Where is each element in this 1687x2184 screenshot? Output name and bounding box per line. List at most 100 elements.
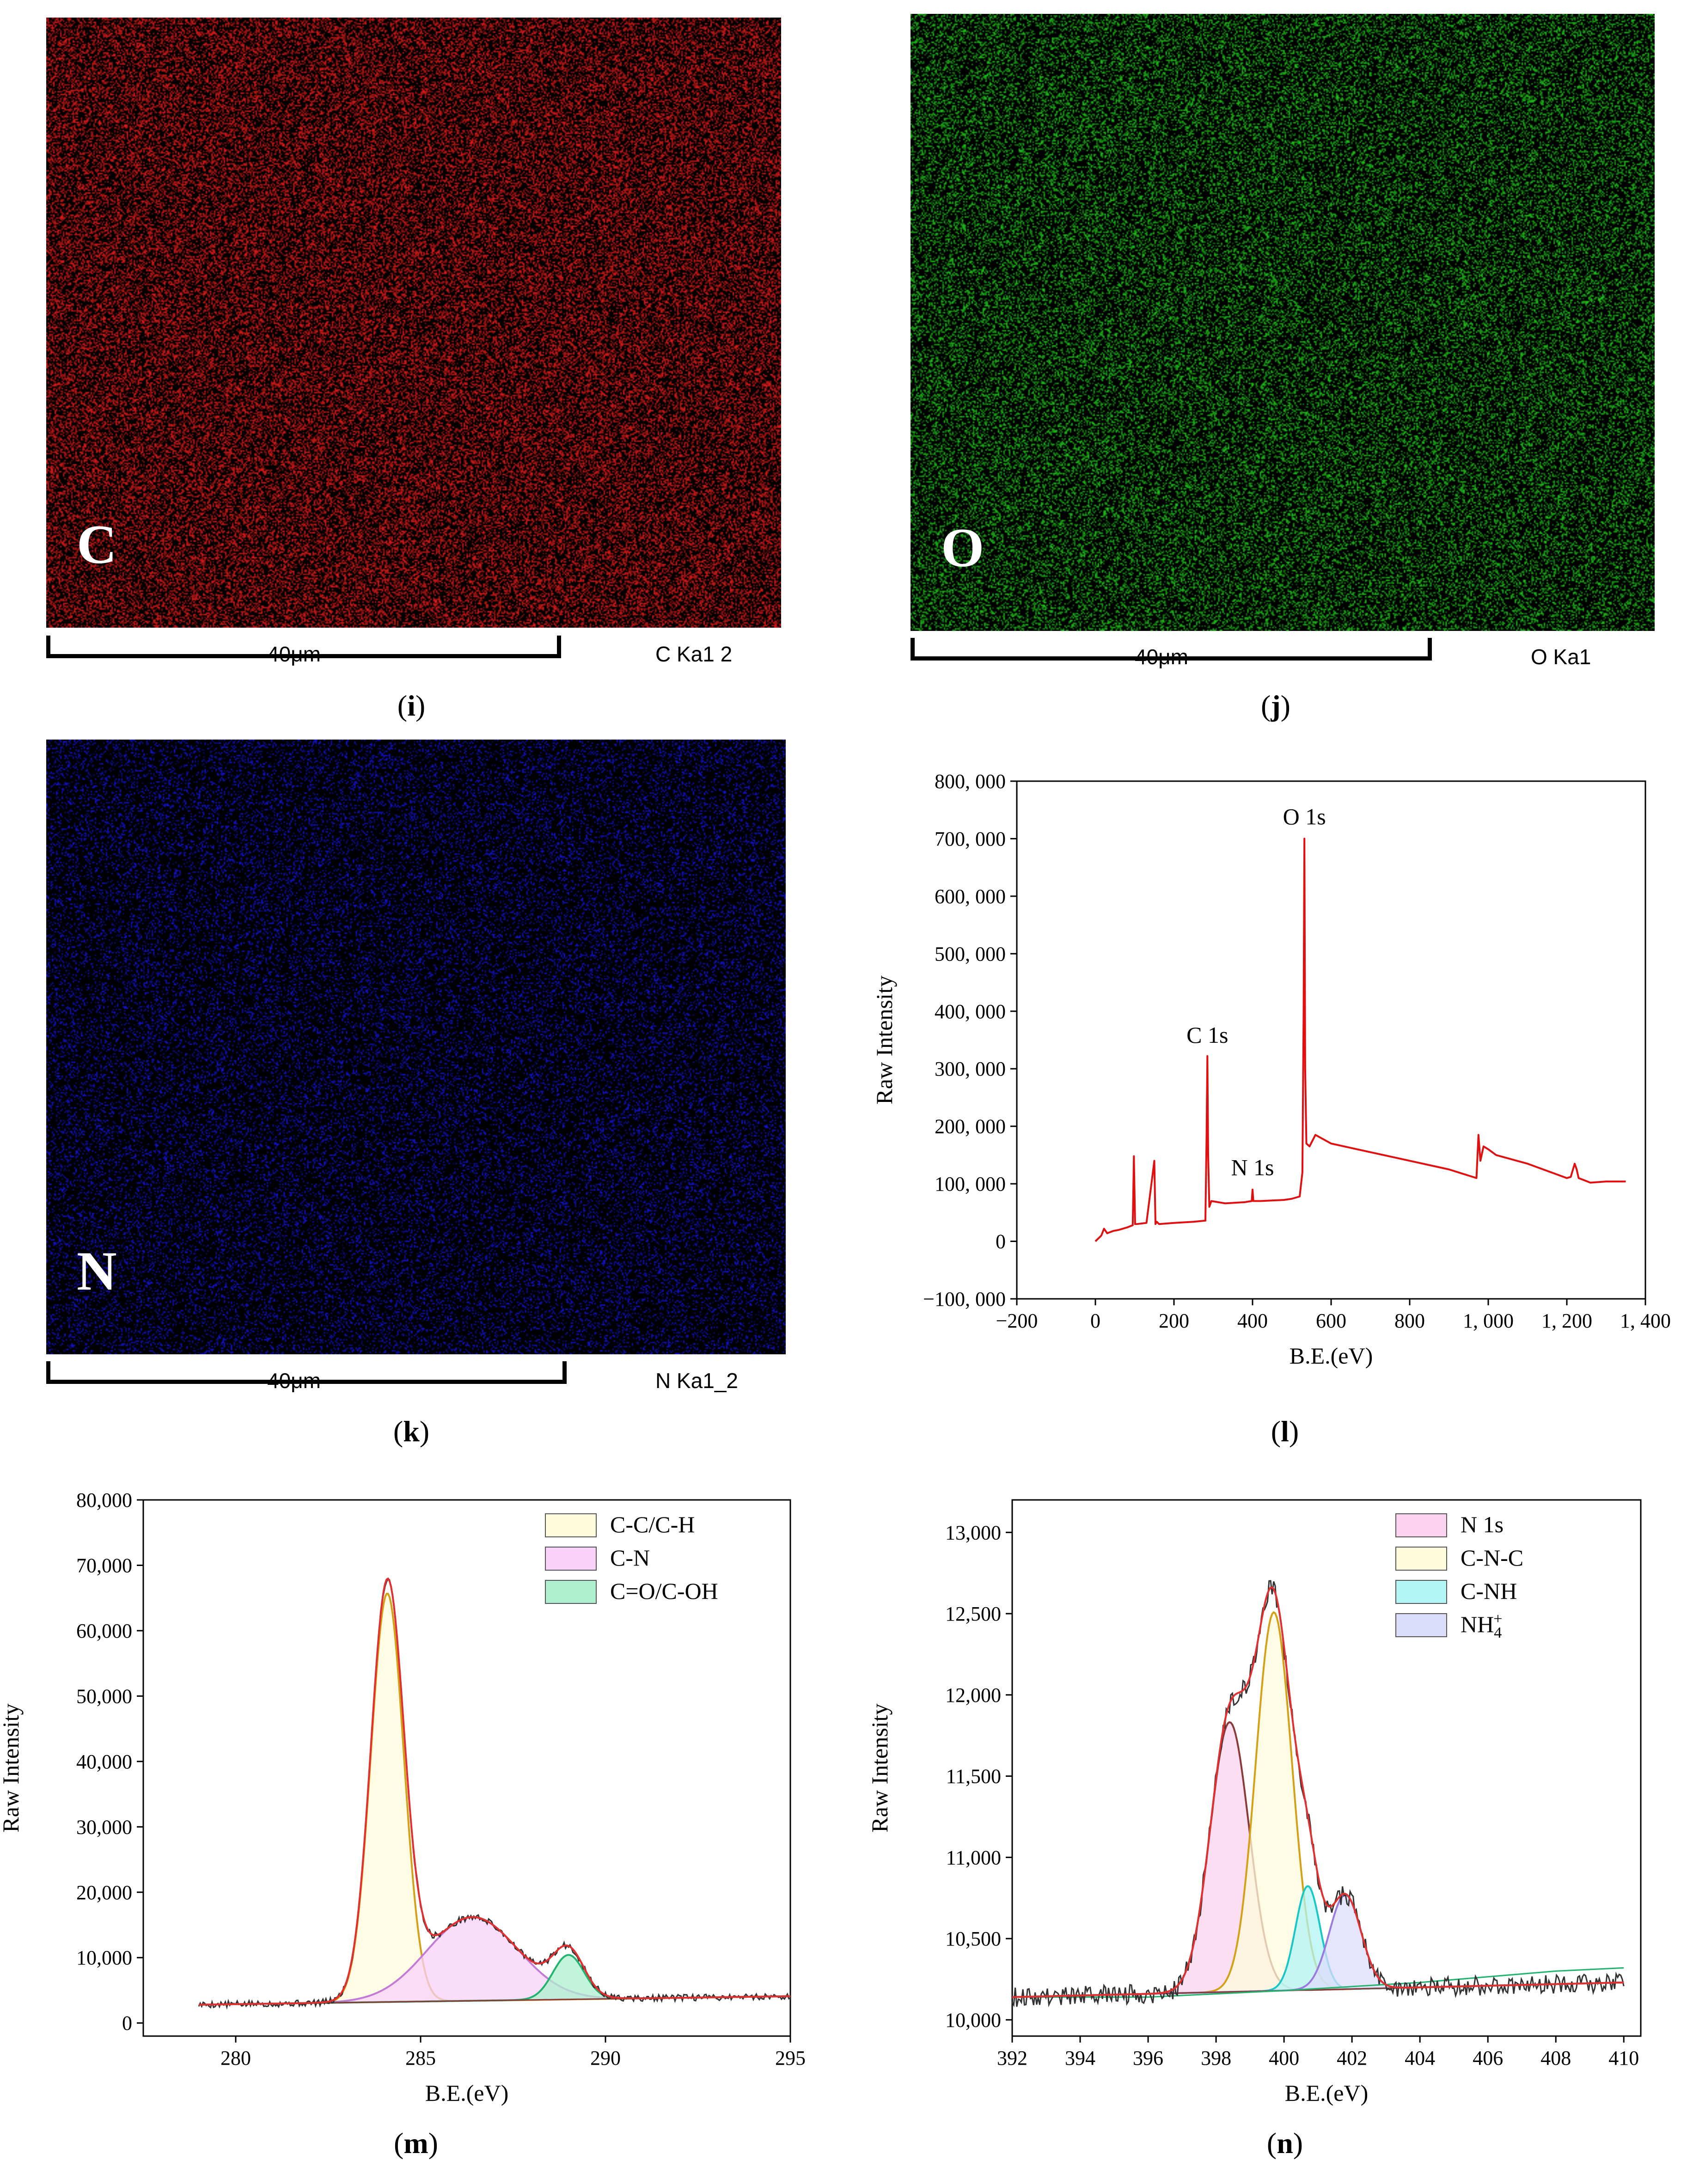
raw-data-line <box>1011 1580 1625 2007</box>
y-tick-label: 600, 000 <box>935 885 1006 908</box>
survey-series-line <box>1094 838 1626 1242</box>
c-element-map: C <box>46 18 781 628</box>
x-tick-label: 392 <box>997 2047 1027 2069</box>
y-tick-label: 40,000 <box>76 1750 132 1773</box>
peak-component-fill <box>1012 1886 1624 1997</box>
legend-label: N 1s <box>1461 1511 1504 1537</box>
y-tick-label: 10,000 <box>945 2009 1001 2031</box>
y-tick-label: 13,000 <box>945 1521 1001 1544</box>
x-axis-label: B.E.(eV) <box>1285 2080 1369 2106</box>
caption-j: (j) <box>1261 689 1290 722</box>
peak-annotation: C 1s <box>1186 1022 1228 1048</box>
x-tick-label: 285 <box>405 2047 436 2069</box>
n1s-spectrum-chart: 392 394 396 398 400 402 404 406 408 410 10,000 10,5… <box>867 1499 1642 2106</box>
scale-bar <box>911 638 1432 661</box>
plot-frame <box>1016 780 1646 1300</box>
plot-frame <box>142 1499 791 2037</box>
x-tick-label: 800 <box>1394 1309 1425 1332</box>
line-label: C Ka1 2 <box>655 642 733 666</box>
x-tick-label: 600 <box>1316 1309 1346 1332</box>
fit-envelope-line <box>199 1577 791 2006</box>
x-tick-label: 1, 200 <box>1541 1309 1592 1332</box>
y-tick-label: 0 <box>996 1230 1006 1253</box>
legend-swatch <box>1395 1613 1447 1637</box>
y-tick-label: 700, 000 <box>935 827 1006 850</box>
x-tick-label: 290 <box>590 2047 621 2069</box>
caption-m: (m) <box>394 2127 438 2160</box>
y-tick-label: 500, 000 <box>935 942 1006 965</box>
legend-swatch <box>1395 1547 1447 1571</box>
line-label: O Ka1 <box>1531 645 1591 669</box>
y-axis-label: Raw Intensity <box>871 975 897 1104</box>
y-axis-label: Raw Intensity <box>0 1703 24 1832</box>
baseline-line <box>1012 1967 1624 1998</box>
xps-survey-chart: −200 0 200 400 600 800 1, 000 1, 200 1, 400 −100,… <box>871 770 1671 1369</box>
y-axis-label: Raw Intensity <box>867 1703 892 1832</box>
scale-bar <box>46 636 561 658</box>
y-tick-label: 10,500 <box>945 1927 1001 1950</box>
scale-label: 40μm <box>267 1369 321 1393</box>
plot-frame <box>1011 1499 1642 2037</box>
legend-swatch <box>545 1513 597 1537</box>
peak-component-fill <box>199 1917 790 2005</box>
y-tick-label: 11,500 <box>946 1765 1001 1788</box>
x-tick-label: 400 <box>1237 1309 1268 1332</box>
x-tick-label: 404 <box>1405 2047 1435 2069</box>
y-tick-label: 800, 000 <box>935 770 1006 793</box>
legend-label: C-C/C-H <box>610 1511 695 1537</box>
y-tick-label: 100, 000 <box>935 1173 1006 1195</box>
peak-annotation: N 1s <box>1231 1154 1274 1180</box>
legend-label: C=O/C-OH <box>610 1578 718 1604</box>
scale-bar <box>46 1361 567 1384</box>
y-tick-label: 12,000 <box>945 1684 1001 1707</box>
legend-swatch <box>545 1580 597 1604</box>
n-element-map: N <box>46 740 786 1354</box>
y-tick-label: 70,000 <box>76 1554 132 1577</box>
caption-n: (n) <box>1266 2127 1303 2160</box>
legend-swatch <box>1395 1513 1447 1537</box>
y-tick-label: 10,000 <box>76 1946 132 1969</box>
x-tick-label: 396 <box>1133 2047 1163 2069</box>
x-tick-label: 410 <box>1608 2047 1639 2069</box>
y-tick-label: 200, 000 <box>935 1115 1006 1138</box>
fit-envelope-line <box>1012 1586 1624 1998</box>
y-tick-label: 0 <box>122 2012 132 2035</box>
x-tick-label: 402 <box>1337 2047 1367 2069</box>
y-tick-label: 300, 000 <box>935 1058 1006 1080</box>
x-tick-label: −200 <box>996 1309 1038 1332</box>
map-element-letter: N <box>77 1240 117 1302</box>
legend-label: NH4+ <box>1461 1610 1502 1641</box>
legend-swatch <box>545 1547 597 1571</box>
legend-label: C-N <box>610 1545 650 1571</box>
scale-label: 40μm <box>1135 645 1188 669</box>
y-tick-label: 30,000 <box>76 1816 132 1838</box>
y-tick-label: 20,000 <box>76 1881 132 1904</box>
peak-annotation: O 1s <box>1283 803 1326 829</box>
x-tick-label: 1, 000 <box>1463 1309 1514 1332</box>
peak-component-fill <box>1012 1895 1624 1997</box>
x-axis-label: B.E.(eV) <box>1290 1343 1373 1369</box>
legend-label: C-N-C <box>1461 1545 1523 1571</box>
caption-k: (k) <box>393 1415 430 1448</box>
y-tick-label: 400, 000 <box>935 1000 1006 1023</box>
x-tick-label: 400 <box>1269 2047 1299 2069</box>
x-tick-label: 200 <box>1159 1309 1189 1332</box>
map-element-letter: O <box>941 517 984 578</box>
line-label: N Ka1_2 <box>655 1369 739 1393</box>
y-tick-label: 80,000 <box>76 1489 132 1511</box>
map-element-letter: C <box>77 514 117 575</box>
x-tick-label: 394 <box>1065 2047 1095 2069</box>
x-tick-label: 398 <box>1201 2047 1231 2069</box>
x-tick-label: 406 <box>1473 2047 1503 2069</box>
legend-label: C-NH <box>1461 1578 1517 1604</box>
y-tick-label: 50,000 <box>76 1685 132 1707</box>
x-tick-label: 280 <box>220 2047 251 2069</box>
legend-swatch <box>1395 1580 1447 1604</box>
caption-l: (l) <box>1271 1415 1299 1448</box>
y-tick-label: 12,500 <box>945 1603 1001 1625</box>
x-tick-label: 295 <box>775 2047 806 2069</box>
scale-label: 40μm <box>267 642 321 666</box>
x-axis-label: B.E.(eV) <box>425 2080 509 2106</box>
x-tick-label: 408 <box>1540 2047 1571 2069</box>
y-tick-label: −100, 000 <box>923 1288 1006 1310</box>
